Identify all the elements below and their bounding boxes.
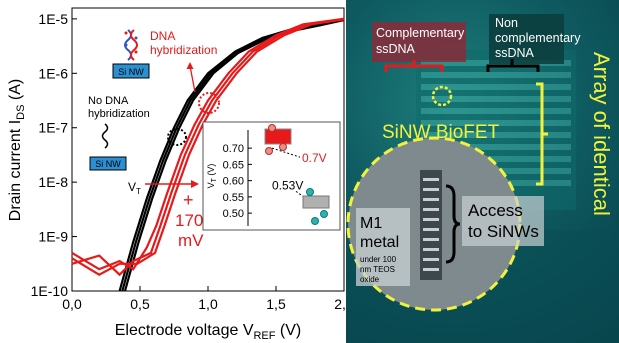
yellow-bracket	[536, 82, 548, 186]
sinw-fingers	[423, 178, 439, 271]
oxide-label: under 100 nm TEOS oxide	[360, 255, 397, 284]
inset-point-label: 0.7V	[302, 151, 327, 165]
selected-biofet-marker	[431, 85, 453, 107]
access-box	[462, 196, 544, 246]
arrow-to-dna-label	[189, 65, 196, 93]
metal-label: metal	[360, 234, 399, 251]
complementary-label: Complementary ssDNA	[376, 26, 465, 56]
sinw-structure	[420, 170, 442, 280]
vt-shift-arrowhead	[191, 180, 199, 188]
non-complementary-box	[489, 14, 564, 64]
inset-tick-label: 0.55	[223, 192, 244, 204]
inset-y-ticks: 0.70 0.65 0.60 0.55 0.50	[223, 143, 252, 220]
no-dna-vt-marker	[167, 128, 187, 146]
arrow-head	[186, 62, 194, 69]
inset-leader	[271, 147, 301, 158]
y-axis-title: Drain current IDS (A)	[7, 79, 27, 221]
inset-tick-label: 0.60	[223, 176, 244, 188]
non-complementary-label: Non complementary ssDNA	[495, 16, 581, 60]
inset-unhybridized-icon	[302, 188, 330, 225]
y-tick-label: 1E-7	[38, 120, 68, 136]
y-tick-label: 1E-9	[38, 229, 68, 245]
si-nw-label-bottom: Si NW	[95, 159, 121, 169]
no-dna-hybridization-label: No DNA hybridization	[88, 95, 150, 120]
x-tick-label: 0,5	[130, 296, 150, 312]
inset-tick-label: 0.65	[223, 159, 244, 171]
si-nw-label-top: Si NW	[118, 67, 144, 77]
x-axis-title: Electrode voltage VREF (V)	[115, 322, 302, 342]
shift-plus: +	[183, 190, 194, 210]
inset-point-label: 0.53V	[272, 178, 303, 192]
x-axis-ticks: 0,0 0,5 1,0 1,5 2,0	[62, 286, 346, 312]
x-tick-label: 1,0	[198, 296, 218, 312]
y-tick-label: 1E-8	[38, 174, 68, 190]
inset-y-title: VT (V)	[206, 164, 218, 189]
single-strand-nanowire-icon: Si NW	[89, 123, 127, 171]
y-tick-label: 1E-10	[31, 283, 69, 299]
series-layer	[71, 17, 345, 292]
x-tick-label: 2,0	[334, 296, 346, 312]
y-tick-label: 1E-5	[38, 11, 68, 27]
inset-hybridized-icon	[264, 124, 292, 155]
vt-label: VT	[128, 180, 141, 196]
microscope-photo: Complementary ssDNA Non complementary ssDNA…	[346, 0, 619, 343]
black-bracket	[486, 59, 540, 72]
dna-hybridization-label: DNA hybridization	[150, 29, 217, 57]
red-bracket	[384, 60, 444, 72]
complementary-box	[372, 22, 466, 62]
access-label: Access to SiNWs	[468, 201, 539, 241]
inset-points: 0.7V 0.53V	[271, 147, 327, 204]
inset-tick-label: 0.70	[223, 143, 244, 155]
y-tick-label: 1E-6	[38, 65, 68, 81]
dna-hybridized-nanowire-icon: Si NW	[112, 29, 150, 79]
y-axis-ticks: 1E-10 1E-9 1E-8 1E-7 1E-6 1E-5	[31, 11, 77, 299]
inset-tick-label: 0.50	[223, 208, 244, 220]
x-tick-label: 0,0	[62, 296, 82, 312]
sinw-biofet-label: SiNW BioFET	[382, 122, 500, 143]
shift-value: 170	[175, 211, 203, 230]
dna-hybridization-curve	[71, 17, 345, 277]
access-brace	[445, 184, 461, 264]
inset-chart: 0.70 0.65 0.60 0.55 0.50 VT (V) 0.7V 0.53V	[202, 121, 341, 231]
m1-label: M1	[360, 215, 382, 232]
photo-overlay: Complementary ssDNA Non complementary ssDNA…	[346, 14, 619, 343]
dna-hybridization-curve	[71, 18, 345, 276]
shift-unit: mV	[178, 231, 204, 250]
chart: 1E-10 1E-9 1E-8 1E-7 1E-6 1E-5 0,0 0,5 1,0 1,5 2,…	[7, 7, 346, 342]
array-label: Array of identicalBioFETs	[589, 52, 619, 216]
x-tick-label: 1,5	[266, 296, 286, 312]
dna-vt-marker	[198, 92, 220, 114]
m1-box	[356, 208, 410, 286]
